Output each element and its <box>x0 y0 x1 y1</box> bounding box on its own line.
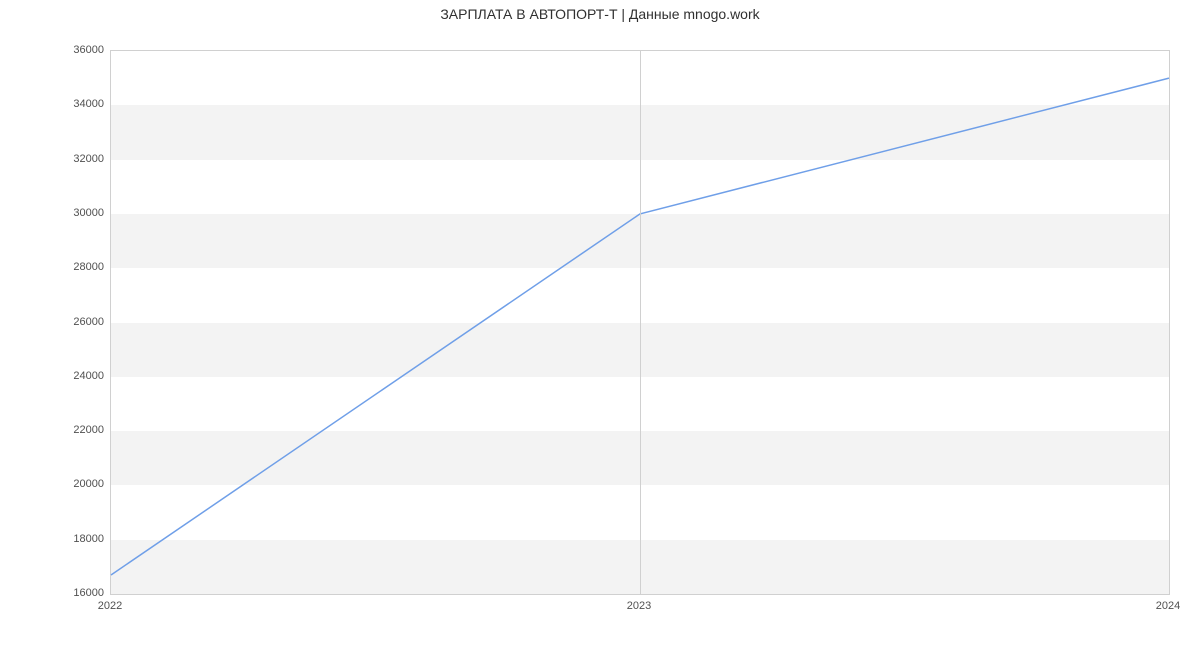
x-gridline <box>640 51 641 594</box>
y-tick-label: 22000 <box>44 424 104 436</box>
chart-title: ЗАРПЛАТА В АВТОПОРТ-Т | Данные mnogo.wor… <box>0 6 1200 22</box>
x-tick-label: 2023 <box>627 600 651 612</box>
x-tick-label: 2022 <box>98 600 122 612</box>
y-tick-label: 16000 <box>44 587 104 599</box>
y-tick-label: 30000 <box>44 207 104 219</box>
y-tick-label: 28000 <box>44 261 104 273</box>
x-tick-label: 2024 <box>1156 600 1180 612</box>
plot-area <box>110 50 1170 595</box>
y-tick-label: 34000 <box>44 98 104 110</box>
y-tick-label: 20000 <box>44 478 104 490</box>
y-tick-label: 32000 <box>44 153 104 165</box>
salary-chart: ЗАРПЛАТА В АВТОПОРТ-Т | Данные mnogo.wor… <box>0 0 1200 650</box>
y-tick-label: 26000 <box>44 316 104 328</box>
y-tick-label: 18000 <box>44 533 104 545</box>
y-tick-label: 24000 <box>44 370 104 382</box>
y-tick-label: 36000 <box>44 44 104 56</box>
